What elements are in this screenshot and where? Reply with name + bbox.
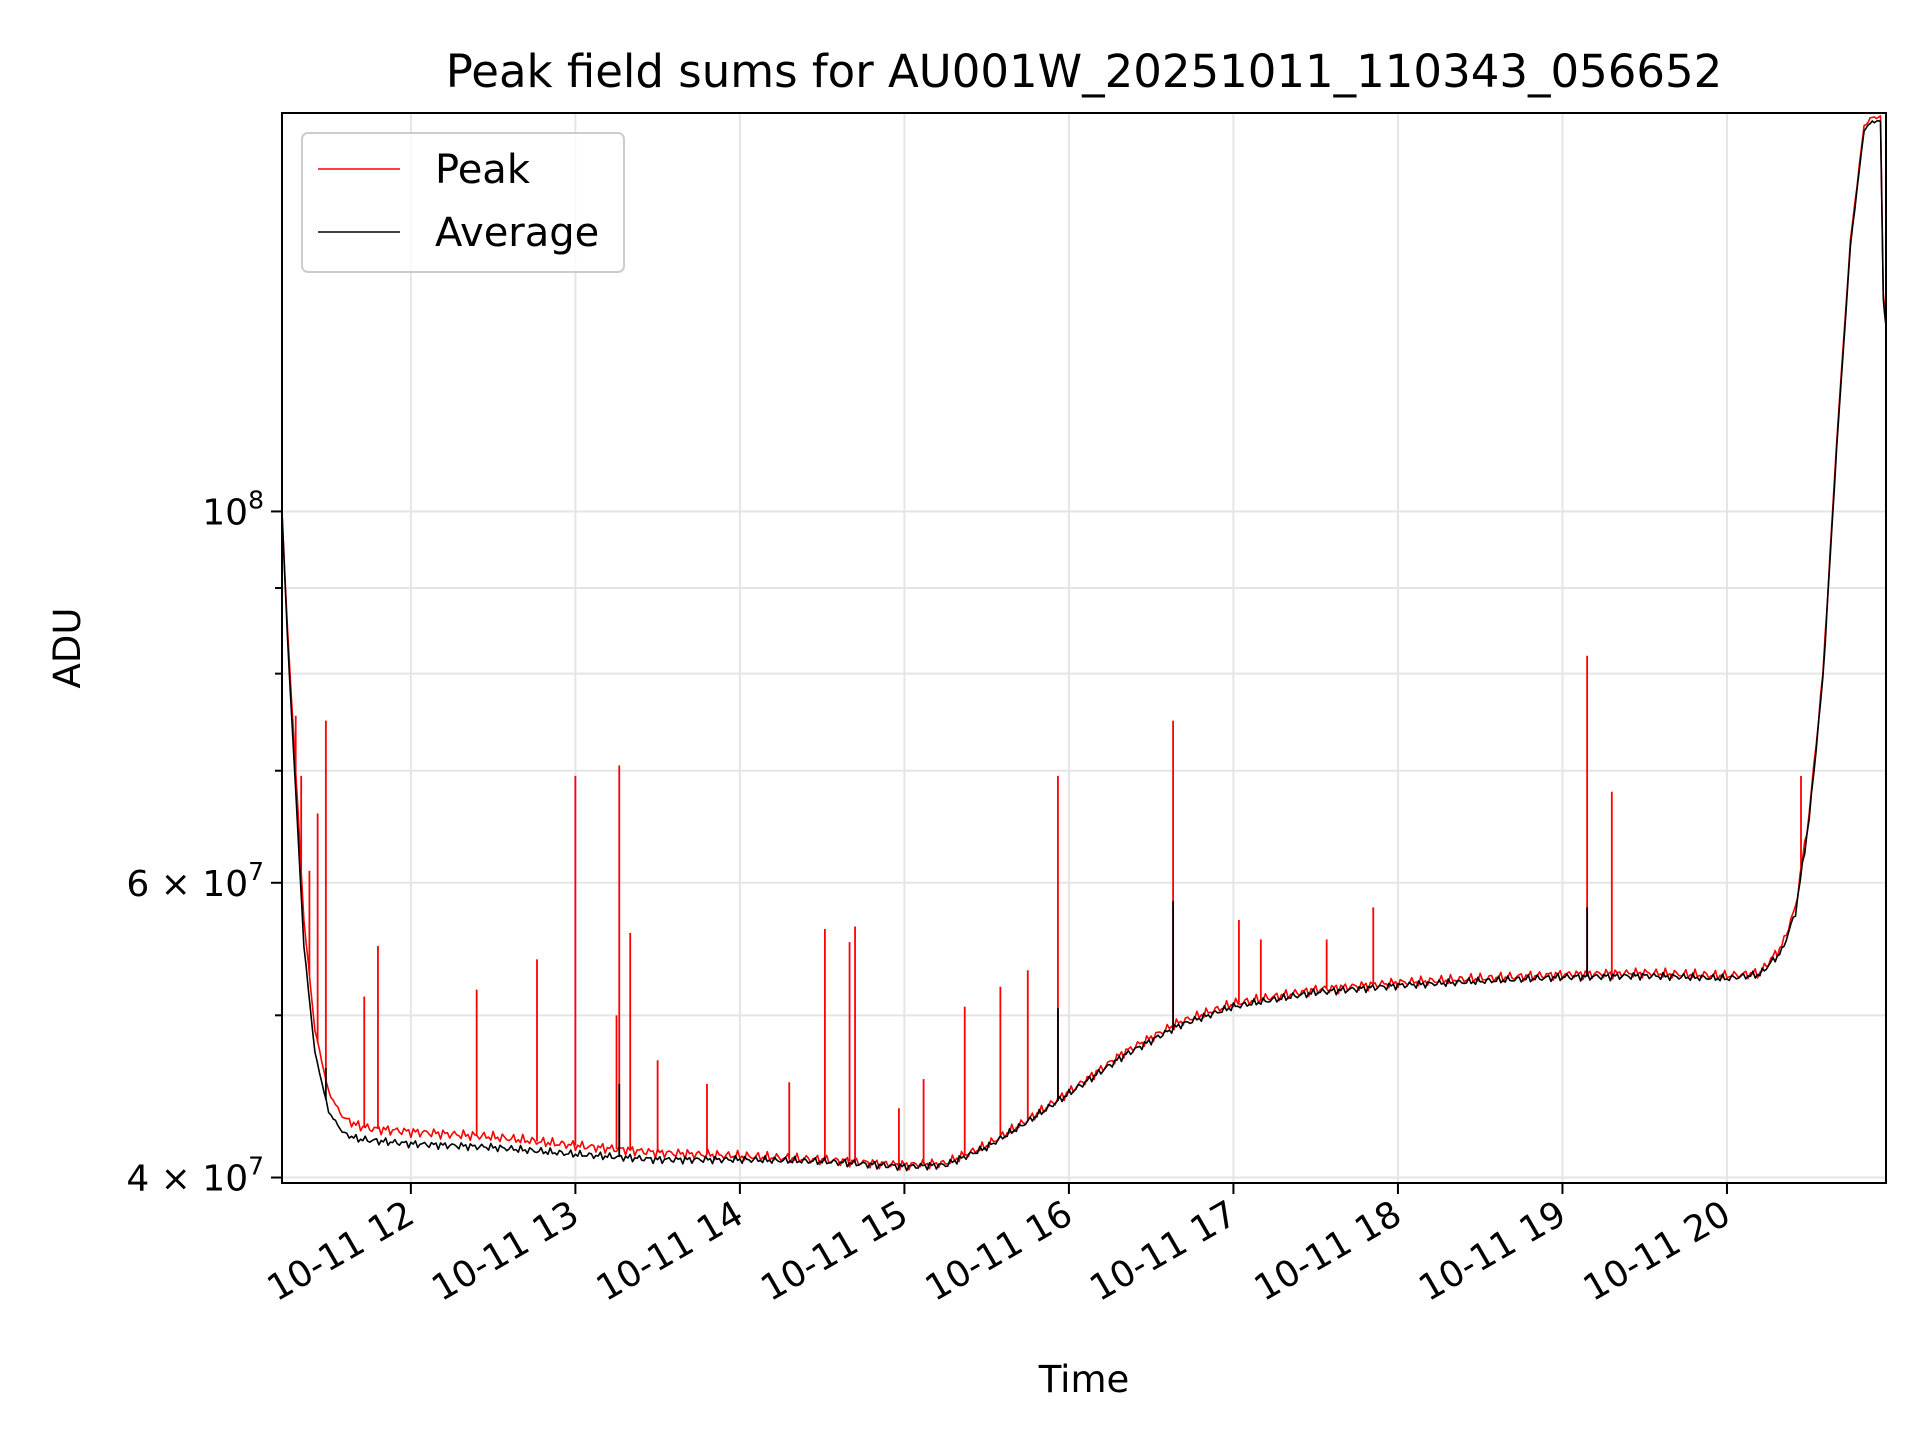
legend: Peak Average [301,132,625,273]
series-line-average [282,119,1886,1172]
x-axis-label: Time [1038,1358,1130,1401]
grid [282,113,1886,1183]
plot-area [282,115,1886,1172]
legend-label-peak: Peak [435,147,531,193]
legend-label-average: Average [435,210,599,256]
y-axis: 4 × 107 6 × 107 108 [126,485,282,1200]
y-tick-label: 108 [202,485,264,533]
chart-title: Peak field sums for AU001W_20251011_1103… [446,45,1723,98]
axes-frame [281,112,1887,1184]
legend-box [301,132,625,273]
y-tick-label: 6 × 107 [126,857,264,905]
y-axis-label: ADU [46,608,89,689]
y-tick-label: 4 × 107 [126,1152,264,1200]
